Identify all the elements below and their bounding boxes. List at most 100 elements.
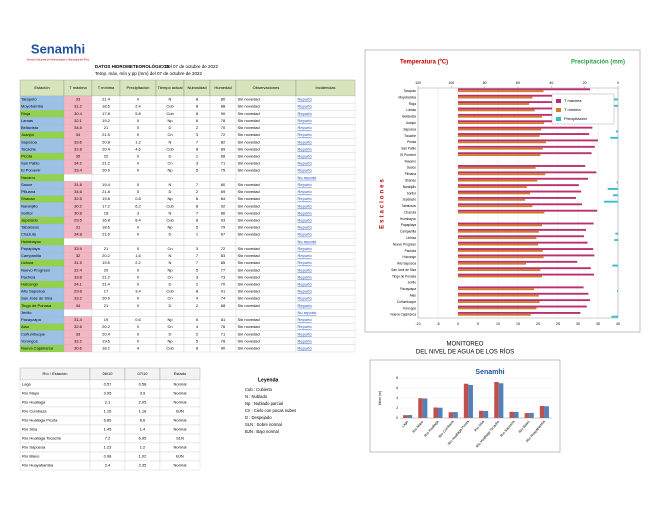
cell-value: Río Huallaga Tocache xyxy=(22,436,62,441)
cell-text: Cn xyxy=(167,274,172,279)
cell-value: 18.6 xyxy=(102,225,111,230)
y-tick-label: Pilluana xyxy=(405,172,417,176)
bar xyxy=(514,412,519,418)
cell xyxy=(236,238,296,245)
station-name: Bellavista xyxy=(21,125,39,130)
bar xyxy=(458,224,542,226)
bar xyxy=(458,178,588,180)
y-tick-label: Cuñumbuque xyxy=(397,300,416,304)
cell-value: 20.4 xyxy=(102,146,111,151)
y-axis-title: Nivel (m) xyxy=(378,391,382,405)
cell-text: Cn xyxy=(167,246,172,251)
cell-value: 34.8 xyxy=(74,232,83,237)
cell-text: Reportó xyxy=(298,232,313,237)
chart-subtitle: DEL NIVEL DE AGUA DE LOS RÍOS xyxy=(416,349,514,356)
station-name: Lamas xyxy=(21,118,33,123)
cell-text: N xyxy=(169,210,172,215)
bar xyxy=(458,141,546,143)
cell-value: 1.4 xyxy=(140,427,146,432)
cell-text: 69 xyxy=(221,189,226,194)
y-tick-label: Pacayzapa xyxy=(400,287,416,291)
bar xyxy=(544,406,549,418)
cell-text: 78 xyxy=(221,118,226,123)
cell-value: Río Huallaga xyxy=(22,400,46,405)
cell-value: Río Saposoa xyxy=(22,445,46,450)
column-header: Río / Estación xyxy=(43,371,68,376)
cell-text: N xyxy=(169,182,172,187)
cell-text: Reportó xyxy=(298,203,313,208)
bar xyxy=(509,412,514,418)
cell-text: 78 xyxy=(221,338,226,343)
y-tick-label: Campanilla xyxy=(400,230,416,234)
bar xyxy=(458,293,588,295)
cell-value: 16.8 xyxy=(102,218,111,223)
y-tick-label: Navarro xyxy=(405,159,417,163)
cell-text: Sin novedad xyxy=(238,260,260,265)
cell-value: 18.6 xyxy=(102,104,111,109)
column-header: Incidencias xyxy=(315,85,335,90)
cell-text: Sin novedad xyxy=(238,289,260,294)
cell-value: 30.6 xyxy=(74,346,83,351)
cell-text: Cn xyxy=(167,132,172,137)
column-header: Precipitación xyxy=(127,85,150,90)
bar xyxy=(458,197,576,199)
bar xyxy=(464,384,469,418)
x2-tick-label: 80 xyxy=(483,81,487,85)
cell-value: Río Huayabamba xyxy=(22,463,54,468)
cell-value: 32.8 xyxy=(74,146,83,151)
cell-text: Cub xyxy=(166,203,174,208)
cell-text: D xyxy=(169,331,172,336)
bar xyxy=(458,167,536,169)
station-name: Alao xyxy=(21,324,30,329)
bar xyxy=(408,415,413,418)
station-name: Papaplaya xyxy=(21,246,41,251)
bar xyxy=(458,306,587,308)
legend-label: T mínima xyxy=(564,107,581,112)
cell-value: 6.85 xyxy=(104,418,113,423)
cell-text: 90 xyxy=(221,346,226,351)
column-header: 07/10 xyxy=(137,371,148,376)
cell-value: 1.02 xyxy=(139,454,148,459)
cell-text: Sin novedad xyxy=(238,182,260,187)
x-tick-label: 25 xyxy=(556,322,560,326)
y-tick-label: 6 xyxy=(396,386,398,390)
date: Del 07 de octubre de 2022 xyxy=(165,64,219,69)
y-tick-label: Uchiza xyxy=(406,236,416,240)
station-name: Pacayzapa xyxy=(21,317,42,322)
bar xyxy=(614,99,618,101)
cell-value: 19.4 xyxy=(102,182,111,187)
cell-text: 72 xyxy=(221,246,226,251)
cell-text: D xyxy=(169,189,172,194)
y-tick-label: Huicungo xyxy=(403,255,417,259)
cell-text: Sin novedad xyxy=(238,168,260,173)
cell-value: Río Cumbaza xyxy=(22,409,47,414)
cell-text: Cub xyxy=(166,346,174,351)
cell-text: Sin novedad xyxy=(238,338,260,343)
bar xyxy=(458,261,577,263)
cell-text: N xyxy=(169,253,172,258)
cell-text: Reportó xyxy=(298,282,313,287)
cell-value: 1.2 xyxy=(135,139,141,144)
bar xyxy=(458,231,539,233)
bar xyxy=(423,399,428,419)
bar xyxy=(458,307,536,309)
station-name: Huicungo xyxy=(21,282,39,287)
bar xyxy=(615,233,618,235)
cell-text: Reportó xyxy=(298,196,313,201)
cell-value: 30.8 xyxy=(74,210,83,215)
cell-text: 90 xyxy=(221,111,226,116)
bar xyxy=(433,408,438,419)
bar xyxy=(458,173,545,175)
title: DATOS HIDROMETEOROLÓGICOS xyxy=(95,62,170,69)
column-header: T mínima xyxy=(98,85,115,90)
cell-text: Np xyxy=(167,118,173,123)
bar xyxy=(458,139,598,141)
cell-value: 35 xyxy=(76,154,81,159)
bar xyxy=(613,194,618,196)
station-name: Juanjuí xyxy=(21,132,35,137)
bar xyxy=(458,146,595,148)
y-tick-label: 0 xyxy=(396,416,398,420)
bar xyxy=(604,201,618,203)
cell-text: 70 xyxy=(221,125,226,130)
bar xyxy=(458,250,543,252)
